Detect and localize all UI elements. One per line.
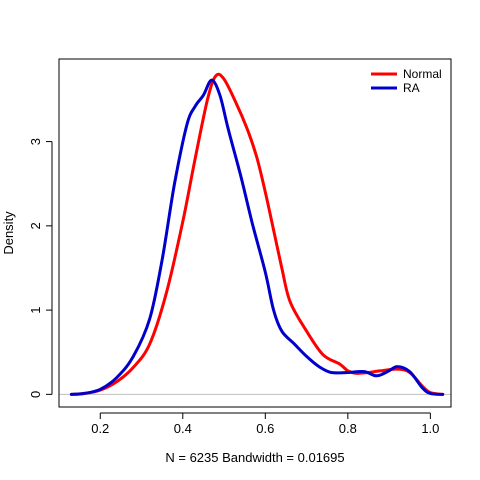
legend-label: RA bbox=[403, 81, 420, 95]
y-tick-label: 2 bbox=[28, 222, 43, 229]
y-tick-label: 1 bbox=[28, 306, 43, 313]
y-axis-label: Density bbox=[1, 211, 16, 255]
x-tick-label: 0.8 bbox=[339, 421, 357, 436]
series-line-normal bbox=[69, 72, 445, 396]
x-tick-label: 0.2 bbox=[91, 421, 109, 436]
x-tick-label: 0.4 bbox=[174, 421, 192, 436]
axes-layer: 0.2 0.4 0.6 0.8 1.0 0 1 2 3 bbox=[28, 138, 439, 436]
x-tick-label: 1.0 bbox=[421, 421, 439, 436]
x-axis-label: N = 6235 Bandwidth = 0.01695 bbox=[165, 450, 344, 465]
series-line-ra bbox=[69, 78, 445, 396]
y-tick-label: 0 bbox=[28, 391, 43, 398]
y-tick-label: 3 bbox=[28, 138, 43, 145]
legend-label: Normal bbox=[403, 67, 442, 81]
plot-frame bbox=[58, 58, 452, 408]
series-layer bbox=[69, 72, 445, 396]
x-tick-label: 0.6 bbox=[256, 421, 274, 436]
